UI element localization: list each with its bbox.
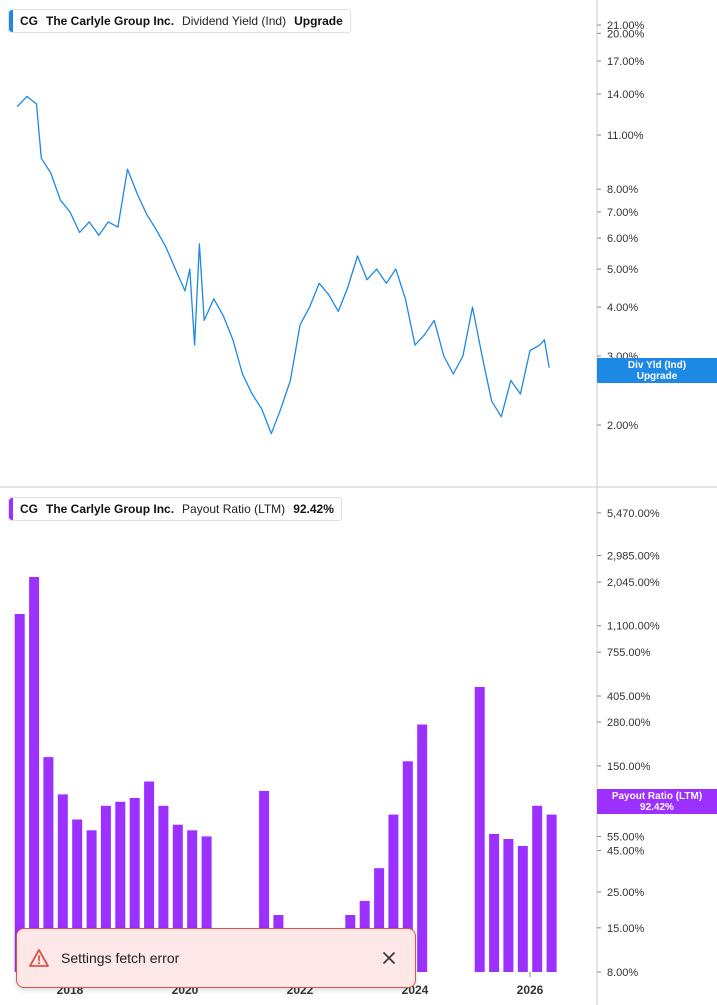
payout-ratio-bar [144, 781, 155, 972]
warning-icon [29, 949, 49, 967]
payout-ratio-bar [388, 814, 399, 972]
bottom-y-tick-label: 55.00% [607, 831, 645, 843]
payout-ratio-bar [29, 577, 40, 972]
payout-ratio-bar [72, 819, 83, 972]
payout-ratio-bar [259, 790, 270, 972]
top-tag-line1: Div Yld (Ind) [627, 359, 687, 371]
top-legend: CG The Carlyle Group Inc. Dividend Yield… [8, 9, 351, 33]
payout-ratio-bar [489, 833, 500, 972]
top-y-tick-label: 8.00% [607, 184, 638, 196]
top-legend-metric: Dividend Yield (Ind) [182, 14, 287, 28]
payout-ratio-bar [532, 805, 543, 972]
top-y-tick-label: 21.00% [607, 20, 645, 32]
bottom-y-tick-label: 15.00% [607, 923, 645, 935]
top-tag-line2: Upgrade [636, 370, 678, 382]
top-legend-ticker: CG [20, 14, 38, 28]
bottom-y-tick-label: 2,985.00% [607, 551, 660, 563]
top-y-tick-label: 2.00% [607, 420, 638, 432]
payout-ratio-bar [417, 724, 428, 972]
payout-ratio-bar [503, 839, 514, 972]
bottom-legend-color-bar [9, 498, 13, 520]
bottom-tag-line2: 92.42% [640, 801, 674, 813]
bottom-y-tick-label: 2,045.00% [607, 577, 660, 589]
bottom-y-tick-label: 280.00% [607, 717, 651, 729]
bottom-y-tick-label: 45.00% [607, 846, 645, 858]
payout-ratio-bar [86, 830, 97, 972]
toast-close-button[interactable] [375, 944, 403, 972]
payout-ratio-bar [129, 798, 140, 972]
bottom-y-tick-label: 8.00% [607, 967, 638, 979]
bottom-tag-line1: Payout Ratio (LTM) [611, 790, 703, 802]
payout-ratio-bar [187, 830, 198, 972]
payout-ratio-bar [474, 687, 485, 972]
payout-ratio-bar [172, 824, 183, 972]
top-y-tick-label: 5.00% [607, 264, 638, 276]
bottom-legend-metric: Payout Ratio (LTM) [182, 502, 286, 516]
payout-ratio-bar [158, 805, 169, 972]
error-toast: Settings fetch error [16, 928, 416, 988]
close-icon [382, 951, 396, 965]
payout-ratio-bar [201, 836, 212, 972]
bottom-series-tag: Payout Ratio (LTM) 92.42% [597, 789, 717, 814]
top-legend-value[interactable]: Upgrade [294, 14, 343, 28]
top-y-tick-label: 20.00% [607, 28, 645, 40]
bottom-y-tick-label: 25.00% [607, 887, 645, 899]
payout-ratio-bar [374, 868, 385, 972]
top-y-tick-label: 17.00% [607, 56, 645, 68]
bottom-legend-ticker: CG [20, 502, 38, 516]
bottom-y-tick-label: 1,100.00% [607, 621, 660, 633]
bottom-legend-company: The Carlyle Group Inc. [46, 502, 175, 516]
bottom-legend-value: 92.42% [293, 502, 334, 516]
bottom-y-tick-label: 5,470.00% [607, 508, 660, 520]
top-y-tick-label: 11.00% [607, 130, 644, 142]
bottom-legend: CG The Carlyle Group Inc. Payout Ratio (… [8, 497, 342, 521]
bottom-y-tick-label: 150.00% [607, 761, 651, 773]
payout-ratio-bar [100, 805, 111, 972]
bottom-y-tick-label: 755.00% [607, 647, 651, 659]
dividend-yield-line [16, 95, 550, 435]
payout-ratio-bar [517, 846, 528, 972]
payout-ratio-bar [546, 814, 557, 972]
payout-ratio-bar [14, 614, 25, 972]
bottom-y-tick-label: 405.00% [607, 691, 651, 703]
top-legend-color-bar [9, 10, 13, 32]
payout-ratio-bar [115, 801, 126, 972]
top-y-tick-label: 4.00% [607, 302, 638, 314]
top-legend-company: The Carlyle Group Inc. [46, 14, 175, 28]
x-tick-label: 2026 [517, 983, 544, 997]
top-series-tag: Div Yld (Ind) Upgrade [597, 358, 717, 383]
payout-ratio-bar [402, 761, 413, 972]
top-y-tick-label: 7.00% [607, 207, 638, 219]
payout-ratio-bar [57, 794, 68, 972]
toast-message: Settings fetch error [61, 950, 180, 966]
top-y-tick-label: 6.00% [607, 233, 638, 245]
top-y-tick-label: 14.00% [607, 89, 645, 101]
payout-ratio-bar [43, 757, 54, 972]
